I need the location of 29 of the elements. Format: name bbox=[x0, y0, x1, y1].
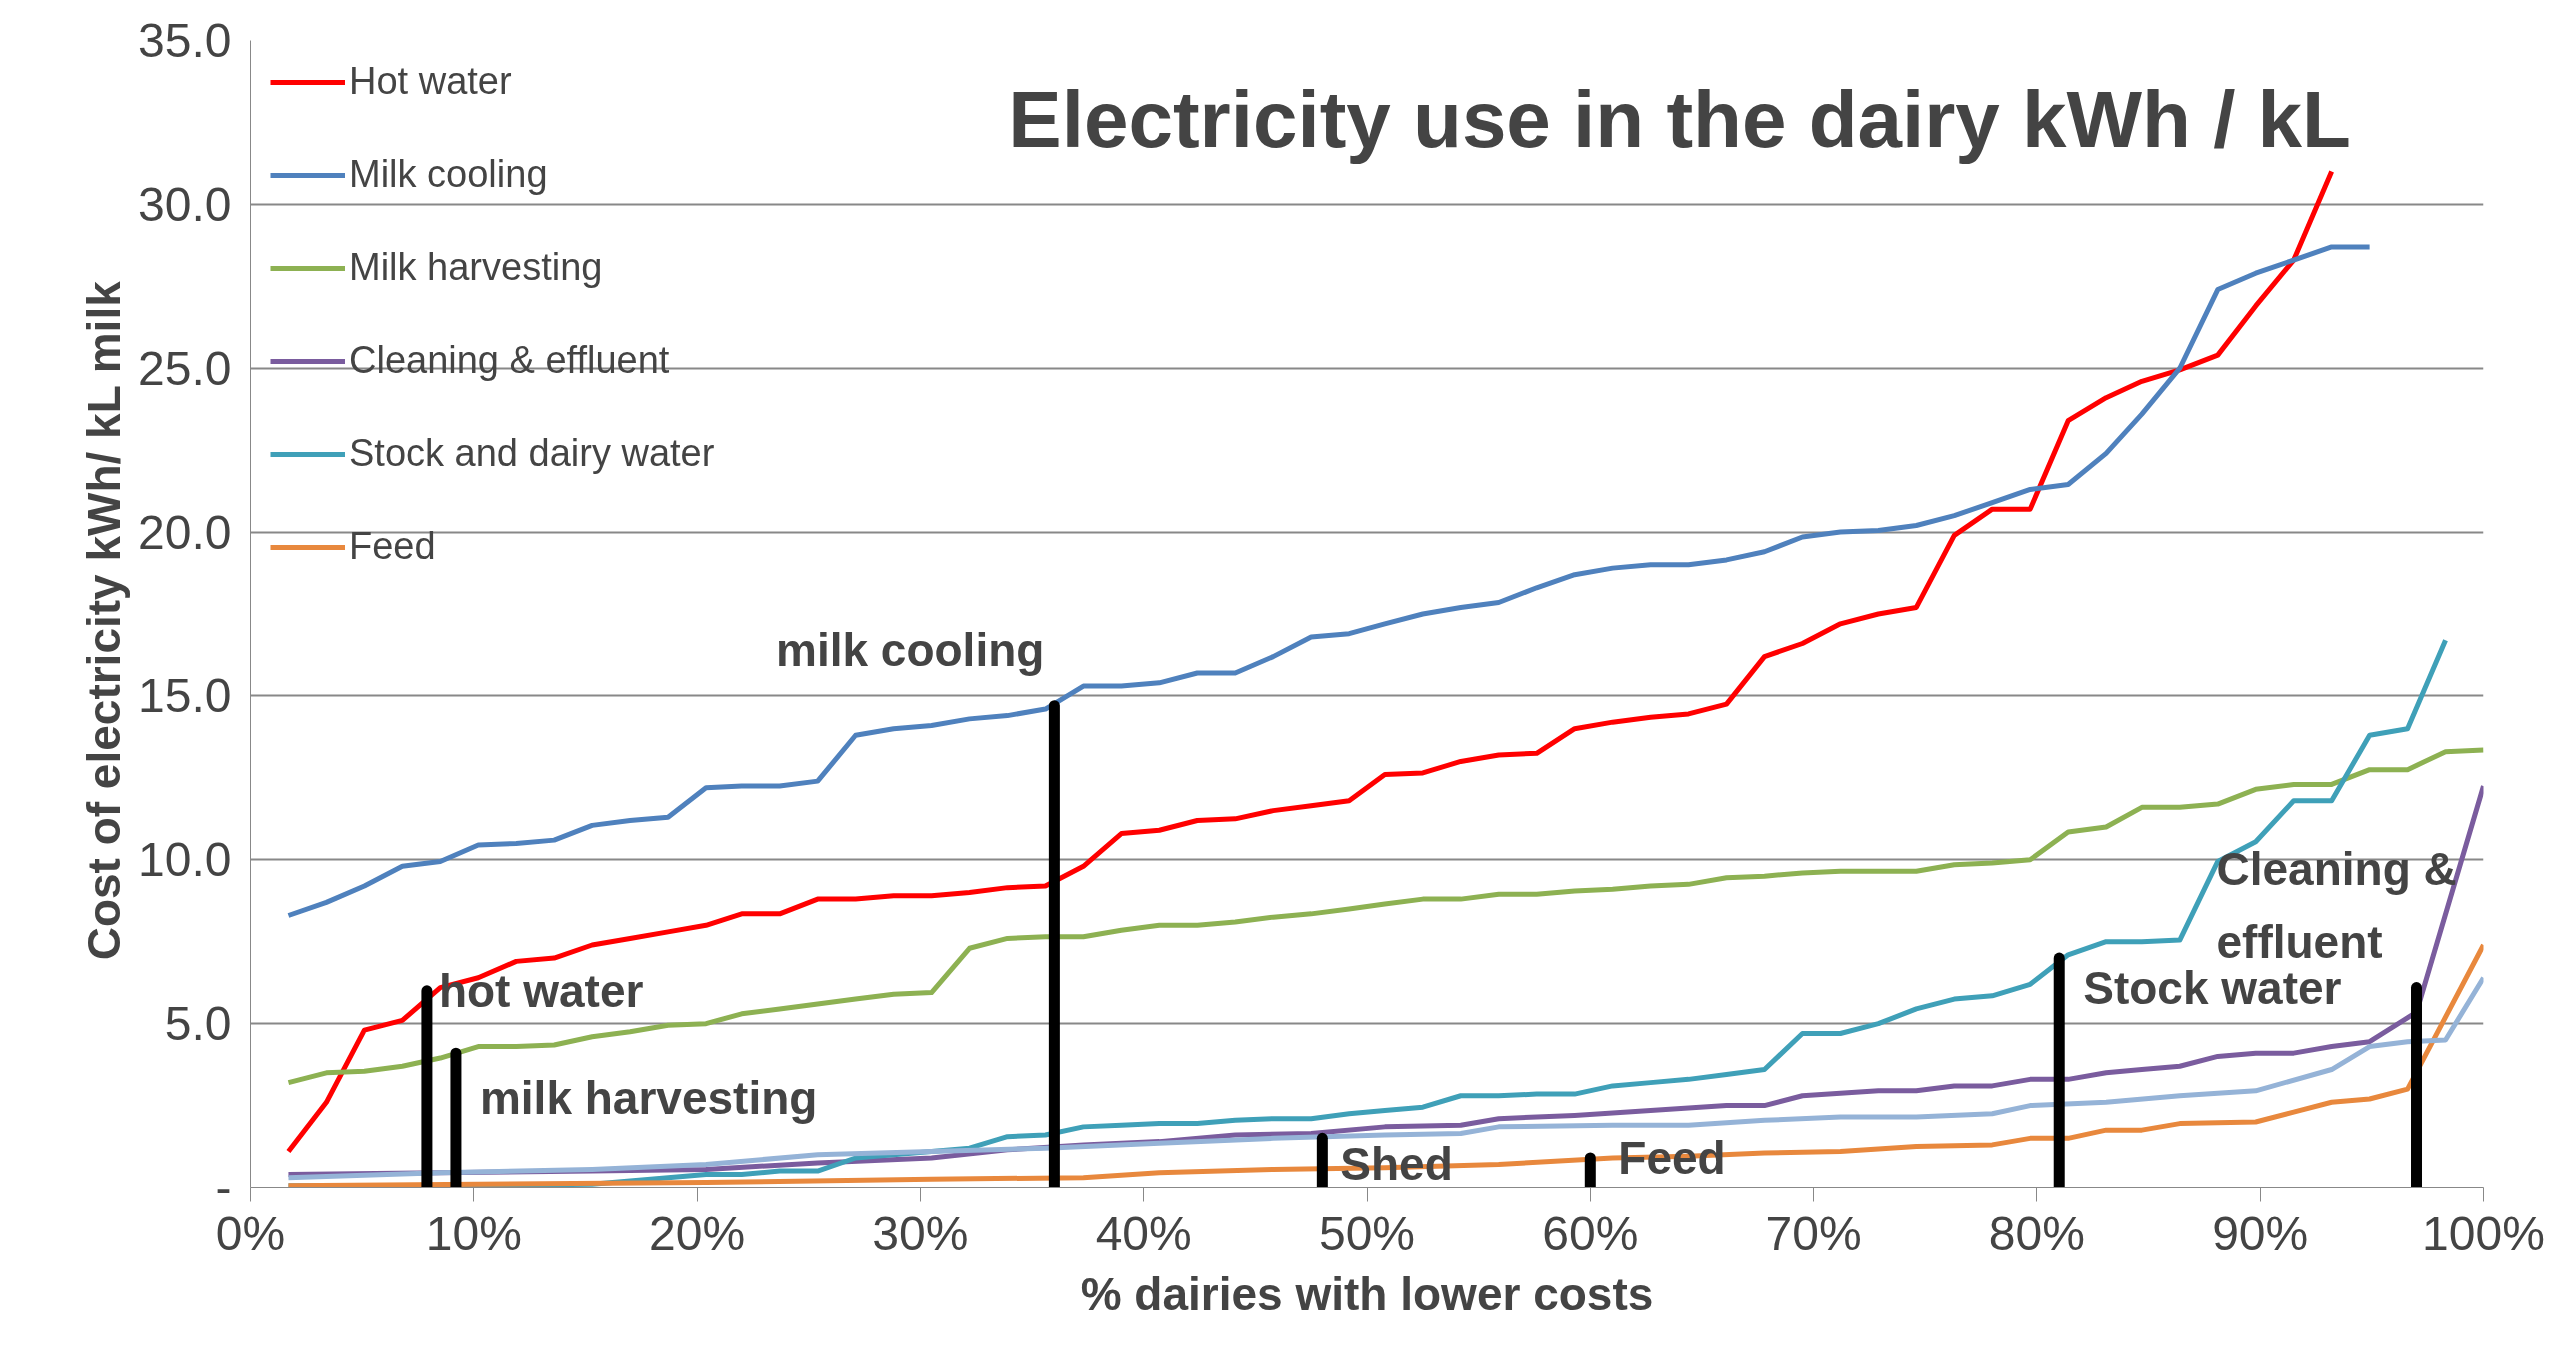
annotation: hot water bbox=[438, 964, 644, 1017]
legend-label: Stock and dairy water bbox=[349, 432, 715, 475]
y-tick-label: 10.0 bbox=[138, 833, 232, 887]
x-tick-label: 100% bbox=[2422, 1206, 2545, 1260]
x-tick-label: 40% bbox=[1095, 1206, 1192, 1260]
y-tick-label: 30.0 bbox=[138, 177, 232, 231]
y-tick-label: 20.0 bbox=[138, 505, 232, 559]
annotation: milk harvesting bbox=[479, 1072, 818, 1125]
legend-label: Milk cooling bbox=[349, 153, 548, 196]
legend-label: Feed bbox=[349, 525, 436, 568]
x-tick-label: 70% bbox=[1765, 1206, 1862, 1260]
x-tick-label: 20% bbox=[649, 1206, 746, 1260]
x-tick-label: 50% bbox=[1318, 1206, 1416, 1260]
y-tick-label: 15.0 bbox=[138, 669, 232, 723]
chart-title: Electricity use in the dairy kWh / kL bbox=[1008, 74, 2351, 164]
x-axis-title: % dairies with lower costs bbox=[1080, 1267, 1654, 1320]
x-tick-label: 30% bbox=[872, 1206, 969, 1260]
annotation: Stock water bbox=[2083, 962, 2342, 1015]
y-tick-label: 25.0 bbox=[138, 341, 232, 395]
legend-label: Hot water bbox=[349, 60, 512, 103]
y-tick-label: 35.0 bbox=[138, 14, 232, 67]
y-axis-title: Cost of electricity kWh/ kL milk bbox=[78, 280, 131, 961]
x-tick-label: 80% bbox=[1988, 1206, 2085, 1260]
x-tick-label: 10% bbox=[425, 1206, 522, 1260]
y-tick-label: 5.0 bbox=[164, 997, 232, 1051]
legend-label: Milk harvesting bbox=[349, 246, 603, 289]
x-tick-label: 60% bbox=[1542, 1206, 1639, 1260]
x-tick-label: 90% bbox=[2212, 1206, 2309, 1260]
annotation: milk cooling bbox=[776, 623, 1045, 676]
